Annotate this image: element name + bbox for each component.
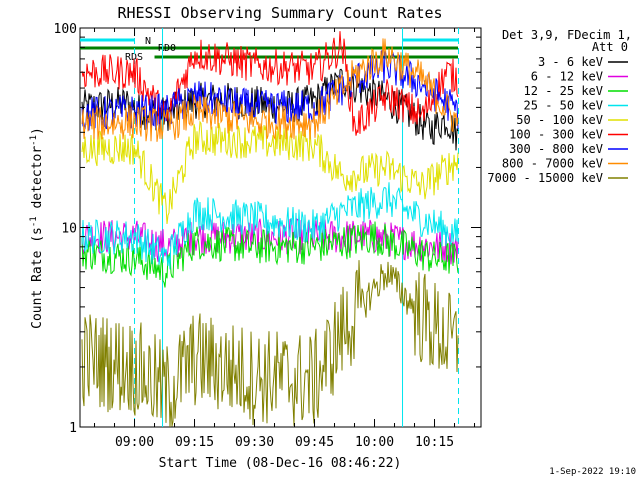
series-line bbox=[81, 120, 459, 225]
legend-label: 3 - 6 keV bbox=[538, 55, 603, 69]
series-line bbox=[81, 182, 459, 270]
flag-label-n: N bbox=[145, 36, 151, 47]
series-line bbox=[81, 38, 459, 142]
series-line bbox=[81, 221, 459, 288]
flag-label-rds: RDS bbox=[125, 52, 143, 63]
footer-timestamp: 1-Sep-2022 19:10 bbox=[549, 467, 636, 477]
y-tick-label: 10 bbox=[61, 222, 77, 237]
chart-title: RHESSI Observing Summary Count Rates bbox=[117, 4, 442, 22]
legend-header-line1: Det 3,9, FDecim 1, bbox=[502, 28, 632, 42]
legend-label: 300 - 800 keV bbox=[509, 142, 603, 156]
flag-label-rd0: RD0 bbox=[158, 43, 176, 54]
legend-label: 50 - 100 keV bbox=[516, 113, 603, 127]
y-axis-label: Count Rate (s-1 detector-1) bbox=[29, 127, 45, 329]
y-tick-label: 100 bbox=[54, 22, 77, 37]
series-layer bbox=[81, 31, 459, 428]
y-label-end: ) bbox=[30, 127, 45, 135]
y-label-sup2: -1 bbox=[29, 135, 39, 146]
series-line bbox=[81, 31, 459, 136]
x-tick-label: 09:45 bbox=[295, 435, 334, 450]
legend-label: 800 - 7000 keV bbox=[502, 157, 603, 171]
tick-layer: 09:00 09:15 09:30 09:45 10:00 10:15 1 10 100 bbox=[54, 22, 481, 450]
x-axis-label: Start Time (08-Dec-16 08:46:22) bbox=[159, 456, 402, 471]
legend-header-line2: Att 0 bbox=[592, 40, 628, 54]
series-line bbox=[81, 260, 459, 428]
y-label-mid: detector bbox=[30, 146, 45, 217]
y-label-main: Count Rate (s bbox=[30, 227, 45, 329]
series-line bbox=[81, 68, 459, 151]
legend-label: 6 - 12 keV bbox=[531, 70, 603, 84]
y-tick-label: 1 bbox=[69, 421, 77, 436]
legend-label: 100 - 300 keV bbox=[509, 128, 603, 142]
legend-label: 7000 - 15000 keV bbox=[487, 171, 603, 185]
x-tick-label: 09:30 bbox=[235, 435, 274, 450]
x-tick-label: 10:00 bbox=[355, 435, 394, 450]
legend-label: 25 - 50 keV bbox=[524, 99, 603, 113]
x-tick-label: 10:15 bbox=[415, 435, 454, 450]
legend-label: 12 - 25 keV bbox=[524, 84, 603, 98]
x-tick-label: 09:15 bbox=[175, 435, 214, 450]
y-label-sup1: -1 bbox=[29, 216, 39, 227]
x-tick-label: 09:00 bbox=[115, 435, 154, 450]
